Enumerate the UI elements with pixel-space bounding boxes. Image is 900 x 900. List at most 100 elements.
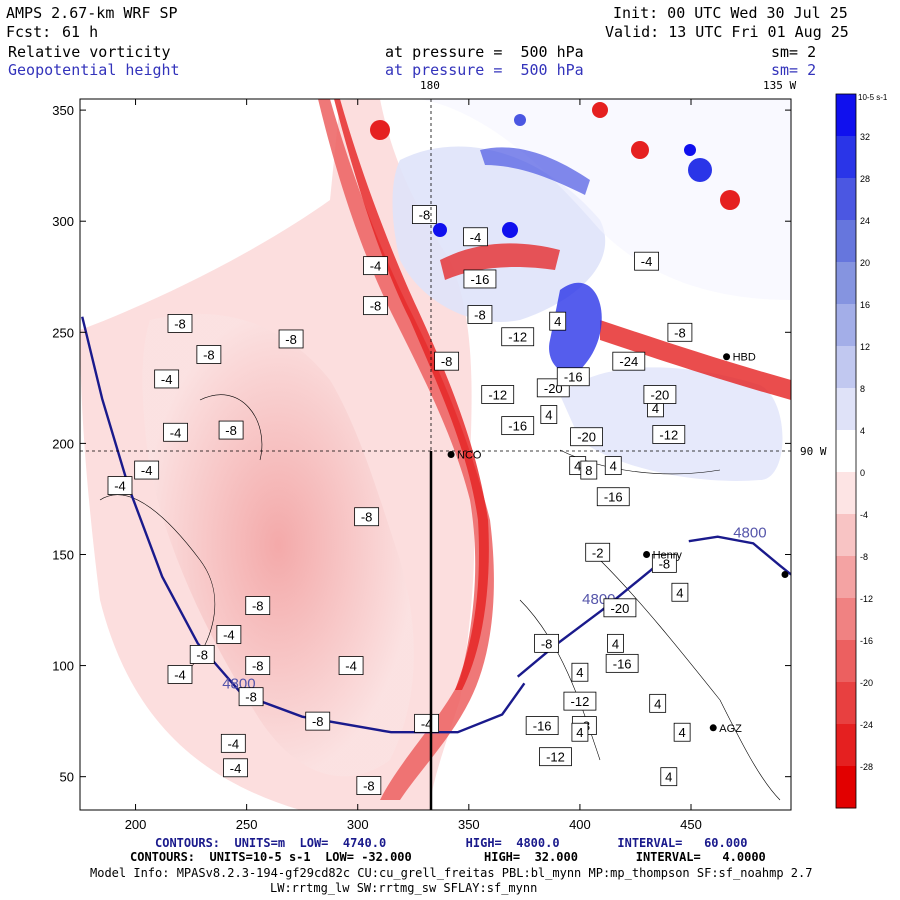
colorbar-tick-label: -16 — [860, 636, 873, 646]
vorticity-label-box — [603, 598, 637, 618]
colorbar-unit: 10-5 s-1 — [858, 93, 888, 102]
colorbar-swatch — [836, 178, 856, 221]
vorticity-label: -4 — [370, 259, 382, 274]
vorticity-label-box — [534, 633, 559, 653]
vorticity-label: -8 — [174, 316, 186, 331]
colorbar-tick-label: 0 — [860, 468, 865, 478]
vorticity-label: -8 — [474, 308, 486, 323]
vorticity-label-box — [660, 767, 678, 787]
y-tick-label: 250 — [52, 325, 74, 340]
vorticity-label: -4 — [161, 372, 173, 387]
colorbar-swatch — [836, 94, 856, 137]
colorbar-tick-label: 12 — [860, 342, 870, 352]
vorticity-label-box — [218, 420, 244, 440]
vorticity-label-box — [540, 405, 558, 424]
vorticity-label: -8 — [203, 348, 215, 363]
vorticity-label: -12 — [546, 750, 565, 765]
vorticity-label: 4 — [574, 459, 581, 474]
vorticity-label-box — [673, 722, 691, 742]
field1-smoothing: sm= 2 — [771, 43, 817, 61]
vorticity-label-box — [356, 776, 382, 795]
vorticity-label-box — [556, 367, 590, 387]
vorticity-label-box — [363, 296, 388, 316]
vorticity-label-box — [570, 427, 603, 447]
vorticity-label: 4 — [676, 585, 683, 600]
vorticity-label-box — [220, 733, 246, 753]
y-tick-label: 100 — [52, 659, 74, 674]
field1-level: at pressure = 500 hPa — [385, 43, 584, 61]
vorticity-label-box — [463, 269, 497, 289]
vorticity-label-box — [167, 665, 193, 684]
colorbar-tick-label: 16 — [860, 300, 870, 310]
vorticity-label-box — [671, 582, 689, 602]
lon-label-135w: 135 W — [763, 79, 797, 92]
vorticity-label-box — [411, 205, 437, 224]
vorticity-label: -4 — [114, 479, 126, 494]
vorticity-label-box — [278, 329, 304, 349]
vorticity-label: -12 — [571, 694, 590, 709]
vorticity-label: -16 — [508, 419, 527, 434]
vorticity-label-box — [434, 351, 460, 371]
vorticity-label: -8 — [370, 299, 382, 314]
forecast-hours: 61 h — [62, 23, 99, 41]
vorticity-label: 4 — [576, 725, 583, 740]
vorticity-label: -8 — [225, 423, 237, 438]
vorticity-label-box — [163, 422, 188, 442]
vorticity-label: -8 — [252, 599, 264, 614]
vorticity-label-box — [501, 327, 535, 347]
colorbar-frame — [835, 93, 857, 809]
vorticity-label-box — [580, 460, 598, 480]
vorticity-label-box — [607, 633, 624, 653]
colorbar-swatch — [836, 220, 856, 263]
model-info: Model Info: MPASv8.2.3-194-gf29cd82c CU:… — [90, 866, 813, 880]
vorticity-label: -8 — [674, 325, 686, 340]
vorticity-label: -12 — [508, 330, 527, 345]
colorbar-swatch — [836, 724, 856, 767]
vorticity-label-box — [414, 713, 440, 733]
station-label: AGZ — [719, 723, 742, 735]
vorticity-label-box — [571, 662, 589, 682]
vorticity-label: -16 — [613, 656, 632, 671]
vorticity-label: -4 — [170, 425, 182, 440]
field1-name: Relative vorticity — [8, 43, 171, 61]
vorticity-label: 4 — [654, 696, 661, 711]
vorticity-label: -20 — [577, 430, 596, 445]
colorbar-swatch — [836, 346, 856, 389]
colorbar-tick-label: 8 — [860, 384, 865, 394]
y-tick-label: 350 — [52, 103, 74, 118]
x-tick-label: 450 — [680, 817, 702, 832]
vorticity-label: -8 — [419, 208, 431, 223]
field2-level: at pressure = 500 hPa — [385, 61, 584, 79]
vorticity-label-box — [549, 311, 567, 331]
plot-frame — [79, 98, 792, 811]
station-marker — [709, 724, 717, 732]
vorticity-label-box — [134, 460, 160, 480]
colorbar-tick-label: -24 — [860, 720, 873, 730]
colorbar-tick-label: 32 — [860, 132, 870, 142]
lon-label-180: 180 — [420, 79, 440, 92]
vorticity-label: -4 — [345, 659, 357, 674]
vorticity-label: -16 — [471, 272, 490, 287]
vorticity-label: -4 — [228, 736, 240, 751]
vorticity-label-box — [245, 596, 271, 615]
vorticity-label-box — [338, 656, 364, 675]
height-contour-label: 4800 — [733, 524, 766, 541]
vorticity-label-box — [354, 507, 380, 527]
y-tick-label: 150 — [52, 547, 74, 562]
vorticity-label: -4 — [421, 716, 433, 731]
colorbar-tick-label: -28 — [860, 762, 873, 772]
vorticity-label: -16 — [604, 490, 623, 505]
vorticity-label: -4 — [230, 761, 242, 776]
vorticity-label-box — [501, 416, 535, 436]
vorticity-label: -2 — [592, 545, 604, 560]
vorticity-label-box — [667, 322, 693, 342]
forecast-label: Fcst: — [6, 23, 52, 41]
x-tick-label: 350 — [458, 817, 480, 832]
colorbar-swatch — [836, 514, 856, 557]
contour-end-marker — [781, 570, 789, 578]
vorticity-label-box — [651, 553, 677, 573]
vorticity-label-box — [481, 385, 515, 404]
colorbar-swatch — [836, 262, 856, 305]
vorticity-label-box — [605, 653, 639, 673]
model-title: AMPS 2.67-km WRF SP — [6, 4, 178, 22]
